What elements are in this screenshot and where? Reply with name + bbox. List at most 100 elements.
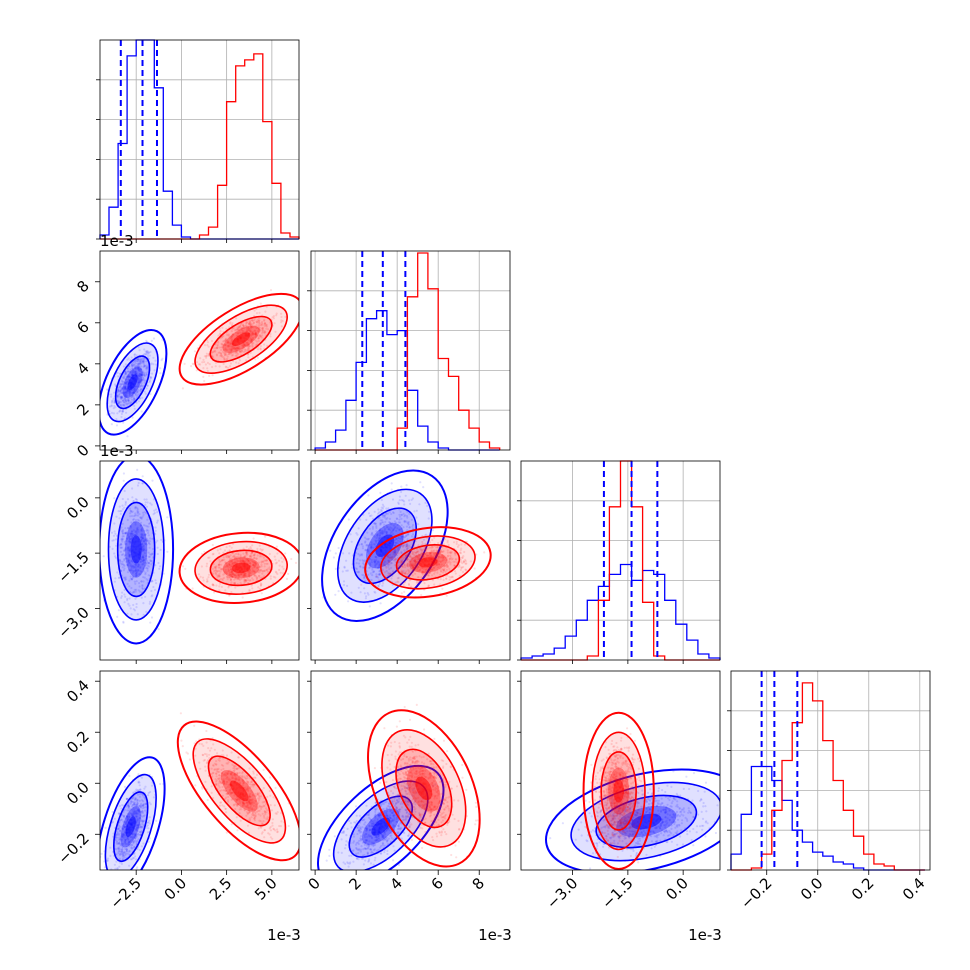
red-contour-line [209, 549, 273, 587]
joint-panel-1-2 [310, 460, 511, 661]
red-contour-line [364, 526, 492, 599]
blue-contour-line [595, 794, 698, 849]
panel-background [521, 671, 720, 870]
blue-contour-line [352, 507, 418, 585]
x-tick-label-1: 4 [387, 874, 406, 893]
blue-contour-line [316, 764, 445, 870]
red-density-fill [231, 332, 251, 346]
red-density-fill [230, 780, 249, 802]
blue-contour-line [107, 478, 165, 621]
joint-content [100, 712, 299, 870]
joint-content [100, 461, 299, 645]
red-contour-line [395, 748, 453, 829]
red-contour-line [207, 755, 271, 827]
blue-contour-line [114, 355, 151, 410]
x-tick-label-3: 0.2 [848, 874, 878, 904]
marginal-panel-0 [96, 39, 300, 240]
x-tick-label-1: 8 [469, 874, 488, 893]
joint-panel-0-1 [99, 250, 300, 451]
red-contour-line [178, 292, 299, 386]
panel-background [311, 251, 510, 450]
x-tick-label-1: 0 [304, 874, 323, 893]
y-tick-label-3: −0.2 [54, 829, 92, 867]
red-contour-line [380, 535, 476, 590]
blue-contour-line [113, 791, 149, 863]
blue-contour-line [100, 461, 175, 645]
panel-frame [99, 39, 300, 240]
red-contour-line [395, 544, 461, 581]
x-tick-label-0: 2.5 [206, 874, 236, 904]
panel-frame [520, 460, 721, 661]
y-tick-label-1: 0 [73, 441, 92, 460]
y-tick-label-2: −3.0 [54, 604, 92, 642]
blue-contour-line [100, 756, 166, 870]
x-offset-label-2: 1e-3 [688, 926, 722, 944]
blue-histogram-2 [520, 563, 721, 660]
x-tick-label-3: 0.0 [797, 874, 827, 904]
joint-content [316, 703, 481, 870]
y-offset-label-2: 1e-3 [100, 442, 134, 460]
red-contour-line [176, 720, 299, 862]
panel-frame [310, 250, 511, 451]
blue-density-fill [371, 817, 391, 836]
y-offset-label-1: 1e-3 [100, 232, 134, 250]
panel-background [731, 671, 930, 870]
y-tick-label-2: −1.5 [54, 548, 92, 586]
blue-contour-line [116, 501, 156, 598]
panel-frame [730, 670, 931, 871]
blue-contour-line [348, 795, 413, 858]
y-tick-label-1: 4 [73, 359, 92, 378]
blue-contour-line [104, 773, 157, 870]
panel-frame [99, 250, 300, 451]
panel-frame [99, 460, 300, 661]
x-tick-label-1: 6 [428, 874, 447, 893]
blue-density-fill [125, 816, 136, 837]
panel-frame [520, 670, 721, 871]
x-offset-label-1: 1e-3 [478, 926, 512, 944]
x-tick-label-2: −3.0 [543, 874, 581, 912]
red-density-fill [415, 776, 433, 801]
x-tick-label-0: −2.5 [107, 874, 145, 912]
red-contour-line [367, 709, 481, 868]
blue-density-fill [127, 374, 138, 391]
blue-contour-line [106, 342, 159, 423]
y-tick-label-2: 0.0 [63, 493, 93, 523]
red-contour-line [194, 540, 288, 595]
panel-frame [310, 670, 511, 871]
y-tick-label-1: 6 [73, 318, 92, 337]
red-density-fill [231, 562, 251, 574]
blue-contour-line [100, 328, 168, 436]
red-contour-line [582, 711, 655, 870]
panel-background [100, 40, 299, 239]
red-contour-line [178, 531, 299, 604]
joint-panel-0-3 [99, 670, 300, 871]
joint-panel-0-2 [99, 460, 300, 661]
blue-histogram-1 [314, 310, 500, 451]
red-density-fill [613, 779, 624, 803]
red-histogram-3 [731, 682, 925, 871]
joint-panel-2-3 [520, 670, 721, 871]
x-tick-label-0: 5.0 [251, 874, 281, 904]
panel-background [100, 671, 299, 870]
blue-density-fill [631, 813, 662, 830]
joint-content [100, 289, 299, 450]
marginal-panel-2 [517, 460, 721, 661]
y-tick-label-1: 8 [73, 277, 92, 296]
x-offset-label-0: 1e-3 [267, 926, 301, 944]
blue-contour-line [570, 781, 720, 862]
y-tick-label-3: 0.4 [63, 676, 93, 706]
panel-background [311, 461, 510, 660]
panel-frame [310, 460, 511, 661]
blue-contour-line [336, 488, 433, 603]
panel-frame [99, 670, 300, 871]
marginal-panel-3 [727, 670, 931, 871]
red-contour-line [591, 731, 646, 851]
x-tick-label-2: 0.0 [662, 874, 692, 904]
x-tick-label-1: 2 [345, 874, 364, 893]
red-contour-line [209, 315, 273, 363]
y-tick-label-3: 0.0 [63, 778, 93, 808]
x-tick-label-2: −1.5 [598, 874, 636, 912]
red-contour-line [381, 728, 467, 848]
red-contour-line [194, 304, 288, 375]
